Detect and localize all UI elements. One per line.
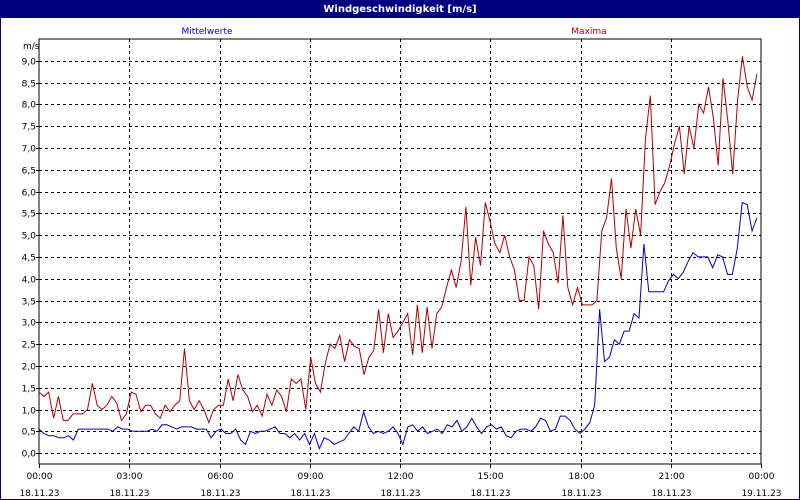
- grid: [39, 39, 761, 464]
- x-tick-date-label: 18.11.23: [109, 489, 149, 499]
- x-tick-time-label: 00:00: [27, 472, 53, 482]
- y-tick-label: 3,5: [22, 298, 36, 308]
- x-tick-date-label: 19.11.23: [741, 489, 781, 499]
- y-tick-label: 5,5: [22, 210, 36, 220]
- x-tick-time-label: 00:00: [749, 472, 775, 482]
- series-line-mittelwerte: [38, 201, 758, 451]
- y-tick-label: 9,0: [22, 58, 37, 68]
- y-tick-label: 1,5: [22, 385, 36, 395]
- x-tick-time-label: 21:00: [659, 472, 685, 482]
- x-tick-time-label: 18:00: [569, 472, 595, 482]
- chart-title: Windgeschwindigkeit [m/s]: [1, 1, 799, 18]
- legend-mittelwerte: Mittelwerte: [181, 27, 232, 37]
- y-tick-label: 6,5: [22, 167, 36, 177]
- y-tick-label: 8,5: [22, 80, 36, 90]
- x-tick-date-label: 18.11.23: [290, 489, 330, 499]
- x-tick-time-label: 09:00: [298, 472, 324, 482]
- y-tick-label: 0,0: [22, 450, 37, 460]
- y-tick-label: 5,0: [22, 232, 37, 242]
- y-tick-label: 7,5: [22, 123, 36, 133]
- x-tick-date-label: 18.11.23: [19, 489, 59, 499]
- x-tick-time-label: 15:00: [478, 472, 504, 482]
- y-tick-label: 2,5: [22, 341, 36, 351]
- x-tick-time-label: 12:00: [388, 472, 414, 482]
- x-tick-time-label: 06:00: [208, 472, 234, 482]
- x-tick-date-label: 18.11.23: [470, 489, 510, 499]
- series-group: [38, 56, 758, 451]
- y-axis-unit-label: m/s: [23, 42, 40, 52]
- x-tick-date-label: 18.11.23: [651, 489, 691, 499]
- y-tick-label: 1,0: [22, 407, 37, 417]
- y-tick-label: 6,0: [22, 189, 37, 199]
- y-tick-label: 7,0: [22, 145, 37, 155]
- x-tick-time-label: 03:00: [117, 472, 143, 482]
- line-chart: m/s Mittelwerte Maxima 0,0 0,5 1,0 1,5 2,0 2,…: [19, 27, 782, 499]
- legend-maxima: Maxima: [571, 27, 606, 37]
- y-tick-label: 4,0: [22, 276, 37, 286]
- y-tick-label: 4,5: [22, 254, 36, 264]
- x-tick-date-label: 18.11.23: [380, 489, 420, 499]
- y-axis-ticks: 0,0 0,5 1,0 1,5 2,0 2,5 3,0 3,5 4,0 4,5 5,0 5,5 6,0 6…: [22, 58, 39, 460]
- y-tick-label: 8,0: [22, 101, 37, 111]
- y-tick-label: 3,0: [22, 319, 37, 329]
- x-tick-date-label: 18.11.23: [200, 489, 240, 499]
- y-tick-label: 2,0: [22, 363, 37, 373]
- x-tick-date-label: 18.11.23: [561, 489, 601, 499]
- x-axis-ticks: 00:00 18.11.23 03:00 18.11.23 06:00 18.11.23 0…: [19, 464, 782, 499]
- y-tick-label: 0,5: [22, 428, 36, 438]
- series-line-maxima: [38, 56, 758, 425]
